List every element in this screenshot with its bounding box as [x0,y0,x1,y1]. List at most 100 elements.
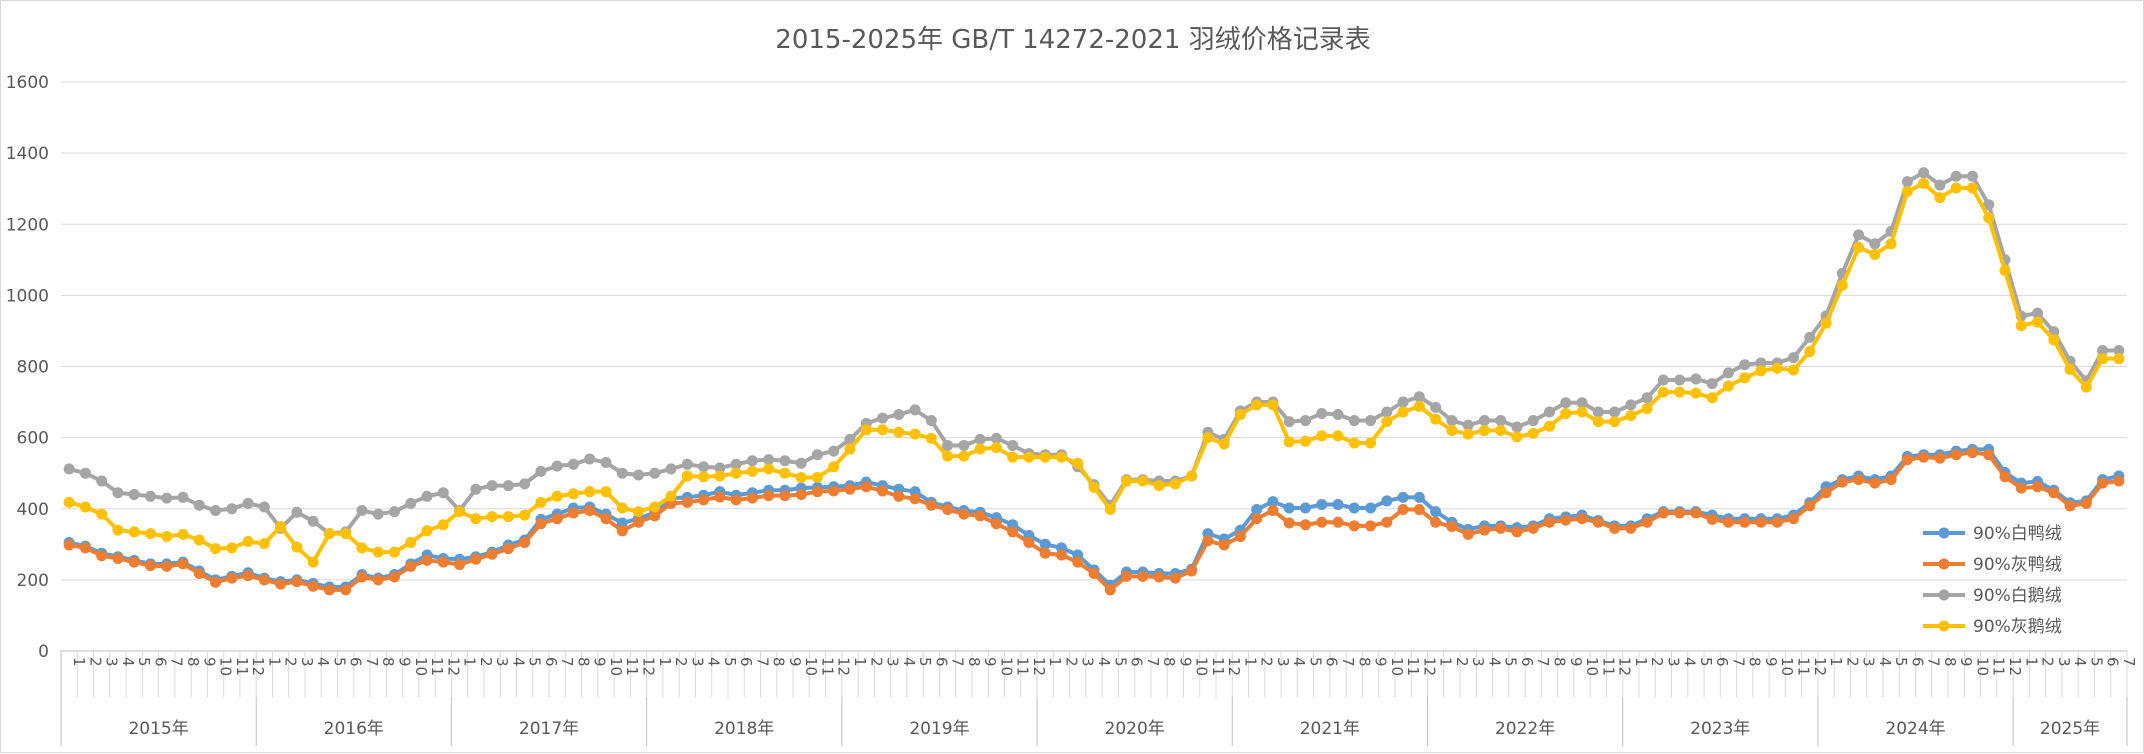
data-point [990,442,1002,454]
month-label: 4 [1876,657,1894,667]
month-label: 11 [1990,657,2008,676]
data-point [1055,451,1067,463]
month-label: 7 [168,657,186,667]
data-point [63,496,75,508]
data-point [746,492,758,504]
month-label: 7 [1144,657,1162,667]
year-label: 2017年 [519,719,579,739]
data-point [1039,547,1051,559]
data-point [1739,359,1751,371]
data-point [1104,584,1116,596]
data-point [1690,507,1702,519]
month-label: 3 [884,657,902,667]
legend-label: 90%白鸭绒 [1973,524,2062,544]
month-label: 4 [1485,657,1503,667]
data-point [584,505,596,517]
data-point [291,506,303,518]
chart-title: 2015-2025年 GB/T 14272-2021 羽绒价格记录表 [775,25,1370,55]
data-point [942,503,954,515]
data-point [1055,549,1067,561]
month-label: 9 [395,657,413,667]
month-label: 10 [1778,657,1796,676]
data-point [275,578,287,590]
data-point [372,508,384,520]
legend-label: 90%灰鸭绒 [1973,555,2062,575]
data-point [877,424,889,436]
month-label: 7 [1729,657,1747,667]
data-point [1544,420,1555,432]
gridlines [61,81,2127,581]
data-point [990,518,1002,530]
data-point [1885,238,1897,250]
month-label: 3 [1664,657,1682,667]
month-label: 7 [363,657,381,667]
data-point [1088,481,1100,493]
legend-item: 90%白鸭绒 [1923,524,2062,544]
data-point [1039,451,1051,463]
data-point [1722,516,1734,528]
month-label: 4 [1095,657,1113,667]
month-label: 5 [1111,657,1129,667]
month-label: 3 [1274,657,1292,667]
data-point [1527,415,1539,427]
data-point [942,439,954,451]
data-point [1251,399,1263,411]
data-point [633,469,644,481]
data-point [600,486,612,498]
month-label: 11 [428,657,446,676]
data-point [1365,415,1377,427]
data-point [795,457,807,469]
data-point [112,553,124,565]
data-point [2015,482,2027,494]
data-point [1771,362,1783,374]
month-label: 2 [867,657,885,667]
data-point [844,443,856,455]
data-point [307,515,319,527]
data-point [356,542,368,554]
month-label: 7 [949,657,967,667]
data-point [437,556,449,568]
data-point [1674,374,1686,386]
data-point [1202,432,1214,444]
data-point [909,493,921,505]
month-label: 2 [1453,657,1471,667]
month-label: 7 [1534,657,1552,667]
data-point [665,490,677,502]
data-point [1413,503,1425,515]
data-point [161,560,173,572]
data-point [1853,241,1865,253]
data-point [681,496,693,508]
month-label: 1 [1046,657,1064,667]
year-label: 2019年 [909,719,969,739]
data-point [112,487,124,499]
data-point [1934,192,1946,204]
month-label: 10 [1583,657,1601,676]
data-point [2032,481,2044,493]
data-point [1869,238,1881,250]
data-point [1820,487,1832,499]
data-point [388,546,400,558]
data-point [1316,430,1328,442]
data-point [828,445,840,457]
month-label: 8 [1550,657,1568,667]
data-point [1836,279,1848,291]
month-label: 1 [1632,657,1650,667]
month-label: 10 [1388,657,1406,676]
data-point [844,433,856,445]
data-point [844,483,856,495]
data-point [1413,400,1425,412]
data-point [1072,556,1084,568]
data-point [600,513,612,525]
data-point [1234,530,1246,542]
x-axis: 1234567891011122015年1234567891011122016年… [60,650,2138,746]
data-point [763,463,775,475]
month-label: 11 [1404,657,1422,676]
data-point [779,455,791,467]
legend-marker [1938,558,1950,570]
month-label: 12 [1811,657,1829,676]
data-point [1950,182,1962,194]
data-point [1446,415,1458,427]
data-point [486,511,498,523]
data-point [1999,264,2011,276]
